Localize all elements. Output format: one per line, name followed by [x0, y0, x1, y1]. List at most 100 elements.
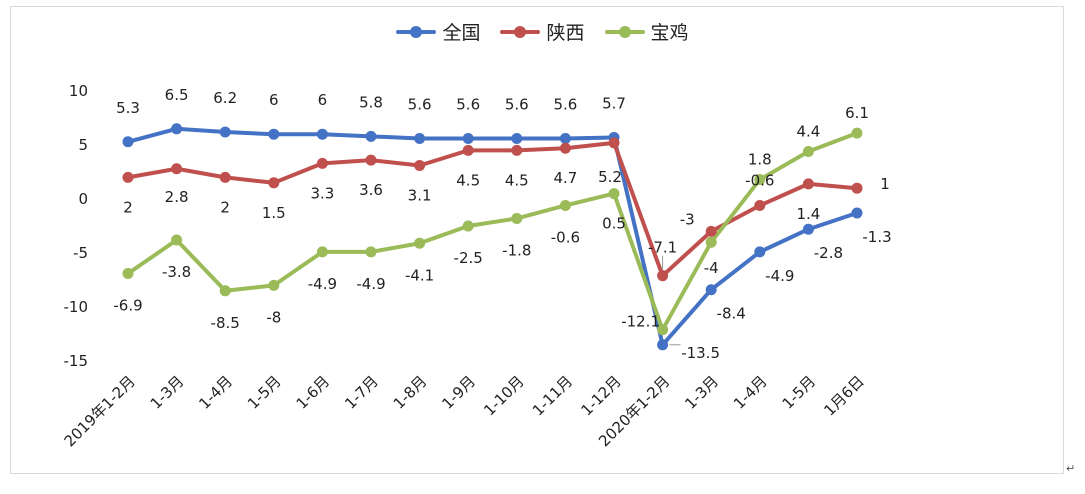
data-point	[122, 268, 134, 280]
data-label: 1.8	[748, 151, 772, 169]
data-label: 1.5	[262, 204, 286, 222]
data-point	[268, 279, 280, 291]
data-point	[316, 128, 328, 140]
y-tick-label: 5	[78, 136, 88, 154]
data-point	[219, 126, 231, 138]
y-tick-label: -5	[73, 244, 88, 262]
data-label: 5.6	[505, 96, 529, 114]
data-label: -8.5	[211, 314, 240, 332]
x-tick-label: 1月6日	[820, 372, 867, 419]
legend-item-national: 全国	[396, 18, 480, 45]
data-point	[851, 182, 863, 194]
data-point	[657, 324, 669, 336]
data-point	[705, 284, 717, 296]
data-point	[219, 171, 231, 183]
x-tick-label: 1-4月	[195, 372, 236, 413]
x-tick-label: 1-3月	[681, 372, 722, 413]
data-label: 3.6	[359, 181, 383, 199]
data-point	[608, 188, 620, 200]
data-label: 2.8	[165, 188, 189, 206]
data-point	[511, 133, 523, 145]
x-tick-label: 1-3月	[147, 372, 188, 413]
data-label: -0.6	[551, 228, 580, 246]
data-label: 6.2	[213, 89, 237, 107]
data-label: -13.5	[681, 344, 720, 362]
data-label: 2	[220, 198, 230, 216]
x-tick-label: 1-6月	[293, 372, 334, 413]
x-tick-label: 1-11月	[529, 372, 576, 419]
data-label: 1	[880, 175, 890, 193]
data-label: 1.4	[796, 205, 820, 223]
data-label: 5.6	[456, 96, 480, 114]
data-label: 4.4	[796, 122, 820, 140]
data-point	[171, 163, 183, 175]
data-point	[608, 137, 620, 149]
data-label: -7.1	[648, 239, 677, 257]
data-point	[365, 130, 377, 142]
data-point	[802, 223, 814, 235]
x-tick-label: 1-12月	[577, 372, 624, 419]
x-tick-label: 1-7月	[341, 372, 382, 413]
data-label: 6.1	[845, 104, 869, 122]
data-point	[754, 174, 766, 186]
data-label: 5.6	[408, 96, 432, 114]
data-point	[462, 133, 474, 145]
data-label: 5.2	[598, 168, 622, 186]
chart-frame	[10, 6, 1064, 474]
data-label: 0.5	[602, 215, 626, 233]
legend-label-shaanxi: 陕西	[546, 22, 585, 44]
data-point	[414, 133, 426, 145]
data-point	[462, 220, 474, 232]
data-label: -1.8	[502, 241, 531, 259]
x-tick-label: 1-5月	[244, 372, 285, 413]
legend-swatch-national	[396, 24, 437, 40]
data-point	[171, 234, 183, 246]
data-point	[511, 144, 523, 156]
data-point	[316, 246, 328, 258]
data-label: -4.9	[765, 267, 794, 285]
legend-swatch-baoji	[604, 24, 645, 40]
data-point	[316, 157, 328, 169]
data-point	[851, 127, 863, 139]
data-point	[171, 123, 183, 135]
data-point	[122, 136, 134, 148]
data-label: 5.3	[116, 99, 140, 117]
x-tick-label: 1-8月	[390, 372, 431, 413]
data-label: -2.5	[454, 249, 483, 267]
data-label: 5.6	[553, 96, 577, 114]
data-point	[705, 225, 717, 237]
data-point	[122, 171, 134, 183]
legend-label-baoji: 宝鸡	[650, 22, 689, 44]
data-label: -6.9	[113, 297, 142, 315]
data-label: -4.9	[356, 275, 385, 293]
data-label: -8.4	[717, 305, 746, 323]
data-point	[559, 133, 571, 145]
data-point	[462, 144, 474, 156]
y-tick-label: 10	[69, 82, 88, 100]
series-line	[126, 140, 859, 278]
legend-label-national: 全国	[442, 22, 481, 44]
x-tick-label: 1-5月	[779, 372, 820, 413]
x-tick-label: 1-9月	[438, 372, 479, 413]
data-label: -4.1	[405, 266, 434, 284]
data-label: 4.5	[456, 171, 480, 189]
legend-item-baoji: 宝鸡	[604, 18, 689, 45]
data-point	[414, 160, 426, 172]
data-point	[365, 154, 377, 166]
series-line	[126, 131, 859, 332]
data-point	[802, 145, 814, 157]
data-label: 6.5	[165, 86, 189, 104]
y-tick-label: 0	[78, 190, 88, 208]
data-point	[802, 178, 814, 190]
data-point	[268, 128, 280, 140]
paragraph-mark-icon: ↵	[1066, 462, 1076, 475]
data-label: 6	[269, 91, 279, 109]
x-tick-label: 1-10月	[480, 372, 527, 419]
data-label: -8	[266, 308, 281, 326]
legend-swatch-shaanxi	[500, 24, 541, 40]
data-point	[268, 177, 280, 189]
x-tick-label: 1-4月	[730, 372, 771, 413]
data-label: 4.5	[505, 171, 529, 189]
data-point	[559, 199, 571, 211]
legend: 全国 陕西 宝鸡	[0, 18, 1085, 45]
